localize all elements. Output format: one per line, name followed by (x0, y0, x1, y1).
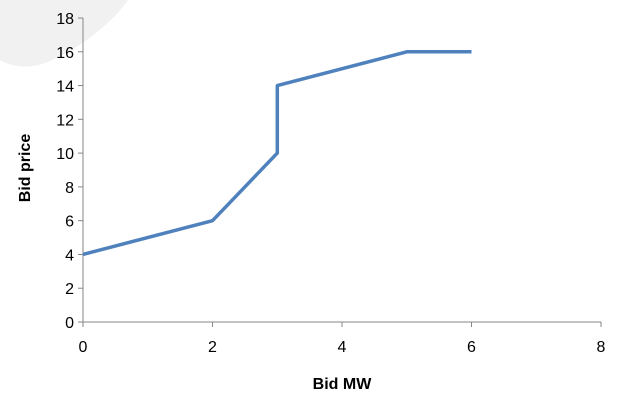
y-axis-title: Bid price (17, 134, 34, 203)
chart-axes (82, 18, 601, 323)
y-tick-label: 4 (65, 247, 74, 264)
y-tick-label: 2 (65, 281, 74, 298)
y-tick-label: 8 (65, 180, 74, 197)
y-tick-label: 10 (56, 146, 74, 163)
chart-ticks: 0 2 4 6 8 10 12 14 16 18 0 2 4 6 8 (56, 11, 605, 356)
chart-series (82, 50, 472, 257)
x-tick-label: 8 (597, 339, 606, 356)
x-tick-label: 6 (467, 339, 476, 356)
series-line-1 (82, 50, 472, 257)
x-tick-label: 4 (338, 339, 347, 356)
x-tick-label: 2 (208, 339, 217, 356)
y-tick-label: 14 (56, 79, 74, 96)
y-tick-label: 16 (56, 45, 74, 62)
y-tick-label: 0 (65, 315, 74, 332)
x-tick-label: 0 (79, 339, 88, 356)
y-tick-label: 12 (56, 112, 74, 129)
y-tick-label: 6 (65, 214, 74, 231)
x-axis-title: Bid MW (313, 376, 373, 393)
decorative-corner-shape (0, 0, 128, 67)
y-tick-label: 18 (56, 11, 74, 28)
